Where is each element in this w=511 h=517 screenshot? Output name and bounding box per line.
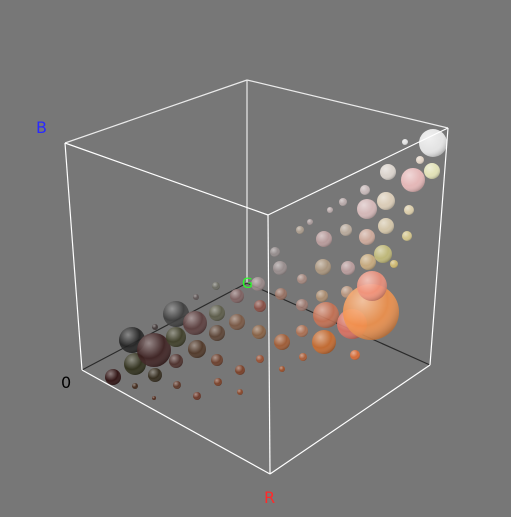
color-sphere bbox=[211, 354, 223, 366]
color-sphere bbox=[377, 192, 395, 210]
color-sphere bbox=[193, 294, 199, 300]
color-sphere bbox=[359, 229, 375, 245]
color-sphere bbox=[340, 224, 352, 236]
color-sphere bbox=[209, 305, 225, 321]
color-sphere bbox=[350, 350, 360, 360]
color-sphere bbox=[419, 129, 447, 157]
color-sphere bbox=[235, 365, 245, 375]
color-sphere bbox=[256, 355, 264, 363]
color-sphere bbox=[360, 185, 370, 195]
color-sphere bbox=[275, 288, 287, 300]
color-sphere bbox=[357, 199, 377, 219]
color-sphere bbox=[416, 156, 424, 164]
b-axis-label: B bbox=[36, 118, 47, 137]
cube-back-edges bbox=[64, 79, 449, 283]
color-spheres bbox=[105, 129, 447, 400]
color-sphere bbox=[132, 383, 138, 389]
color-sphere bbox=[273, 261, 287, 275]
color-sphere bbox=[380, 164, 396, 180]
color-sphere bbox=[166, 327, 186, 347]
color-sphere bbox=[296, 226, 304, 234]
color-sphere bbox=[105, 369, 121, 385]
color-sphere bbox=[183, 311, 207, 335]
color-sphere bbox=[343, 284, 399, 340]
color-sphere bbox=[357, 271, 387, 301]
color-sphere bbox=[229, 314, 245, 330]
color-sphere bbox=[424, 163, 440, 179]
color-sphere bbox=[339, 198, 347, 206]
color-sphere bbox=[374, 245, 392, 263]
color-sphere bbox=[251, 277, 265, 291]
color-sphere bbox=[315, 259, 331, 275]
color-sphere bbox=[360, 254, 376, 270]
g-axis-label: G bbox=[242, 276, 253, 292]
color-sphere bbox=[401, 168, 425, 192]
color-sphere bbox=[169, 354, 183, 368]
color-sphere bbox=[404, 205, 414, 215]
color-sphere bbox=[402, 231, 412, 241]
color-sphere bbox=[148, 368, 162, 382]
color-sphere bbox=[378, 218, 394, 234]
color-sphere bbox=[254, 300, 266, 312]
color-sphere bbox=[163, 301, 189, 327]
color-sphere bbox=[152, 324, 158, 330]
color-sphere bbox=[188, 340, 206, 358]
color-sphere bbox=[137, 333, 171, 367]
color-sphere bbox=[214, 378, 222, 386]
color-sphere bbox=[270, 247, 280, 257]
color-sphere bbox=[296, 325, 308, 337]
r-axis-label: R bbox=[264, 488, 276, 507]
color-sphere bbox=[327, 207, 333, 213]
color-sphere bbox=[299, 353, 307, 361]
color-sphere bbox=[209, 325, 225, 341]
color-sphere bbox=[152, 396, 156, 400]
color-sphere bbox=[312, 330, 336, 354]
color-sphere bbox=[173, 381, 181, 389]
color-sphere bbox=[313, 302, 339, 328]
color-sphere bbox=[390, 260, 398, 268]
color-sphere bbox=[297, 274, 307, 284]
color-sphere bbox=[237, 389, 243, 395]
cube-front-edges bbox=[64, 127, 449, 475]
color-sphere bbox=[279, 366, 285, 372]
origin-label: 0 bbox=[61, 373, 72, 392]
color-sphere bbox=[307, 219, 313, 225]
color-sphere bbox=[274, 334, 290, 350]
color-sphere bbox=[402, 139, 408, 145]
color-sphere bbox=[252, 325, 266, 339]
color-sphere bbox=[341, 261, 355, 275]
color-sphere bbox=[193, 392, 201, 400]
color-sphere bbox=[296, 299, 308, 311]
color-sphere bbox=[316, 231, 332, 247]
color-sphere bbox=[316, 290, 328, 302]
color-sphere bbox=[230, 289, 244, 303]
color-sphere bbox=[212, 282, 220, 290]
